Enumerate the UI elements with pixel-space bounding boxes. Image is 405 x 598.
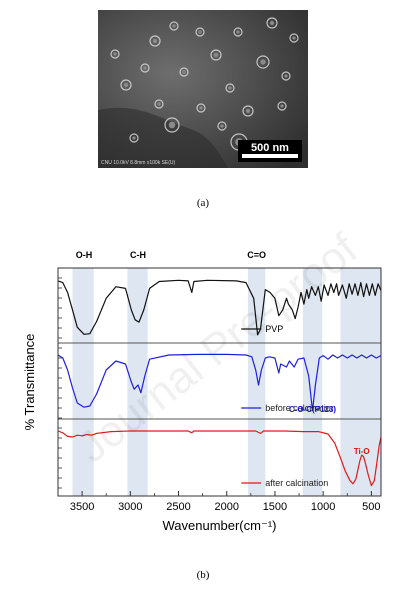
sem-particle bbox=[195, 27, 205, 37]
sem-particle-core bbox=[113, 52, 117, 56]
band-unlabeled-4 bbox=[340, 268, 381, 496]
sem-particle bbox=[266, 17, 278, 29]
sem-particle-core bbox=[172, 24, 176, 28]
sem-image bbox=[98, 10, 308, 168]
sem-shadow-region bbox=[98, 107, 228, 168]
sem-particle bbox=[233, 27, 243, 37]
sem-particle bbox=[210, 49, 222, 61]
sem-particle-core bbox=[152, 38, 158, 44]
x-tick-label: 3000 bbox=[118, 501, 142, 513]
sem-particle-core bbox=[228, 86, 232, 90]
series-line-after-calcination bbox=[57, 430, 382, 487]
sem-particle bbox=[179, 67, 189, 77]
sem-particle bbox=[242, 105, 254, 117]
band-label: C=O bbox=[247, 250, 266, 260]
x-tick-label: 2000 bbox=[214, 501, 238, 513]
scale-bar: 500 nm bbox=[238, 140, 302, 162]
sem-particle-core bbox=[123, 82, 129, 88]
sem-particle bbox=[217, 121, 227, 131]
sem-particle-core bbox=[292, 36, 296, 40]
sem-particle bbox=[140, 63, 150, 73]
sem-particle-core bbox=[198, 30, 202, 34]
sem-particle-core bbox=[182, 70, 186, 74]
caption-b: (b) bbox=[196, 569, 210, 581]
sem-particle bbox=[129, 133, 139, 143]
sem-micrograph: CNU 10.0kV 8.8mm x100k SE(U) 500 nm bbox=[98, 10, 308, 168]
x-tick-label: 1000 bbox=[311, 501, 335, 513]
sem-particle bbox=[225, 83, 235, 93]
plot-frame bbox=[57, 267, 382, 497]
sem-particle-core bbox=[260, 59, 266, 65]
scale-bar-line bbox=[242, 154, 298, 158]
sem-particle bbox=[149, 35, 161, 47]
sem-particle-core bbox=[269, 20, 275, 26]
sem-particle-core bbox=[132, 136, 136, 140]
x-tick-label: 3500 bbox=[70, 501, 94, 513]
band-label: O-H bbox=[76, 250, 93, 260]
sem-particle bbox=[110, 49, 120, 59]
series-line-pvp bbox=[57, 279, 382, 336]
sem-particle bbox=[281, 71, 291, 81]
sem-particle-core bbox=[199, 106, 203, 110]
sem-particle-core bbox=[213, 52, 219, 58]
annotation-label: Ti-O bbox=[354, 447, 370, 456]
band-unlabeled-3 bbox=[302, 268, 323, 496]
sem-particle-core bbox=[168, 121, 176, 129]
sem-particle-core bbox=[284, 74, 288, 78]
sem-particle bbox=[277, 101, 287, 111]
y-axis-label: % Transmittance bbox=[22, 334, 37, 431]
sem-particle-core bbox=[220, 124, 224, 128]
annotation-label: C-O-C(P123) bbox=[289, 405, 336, 414]
x-axis-label: Wavenumber(cm⁻¹) bbox=[162, 518, 276, 533]
series-line-before-calcination bbox=[57, 353, 382, 412]
legend-label-after-calcination: after calcination bbox=[265, 478, 328, 488]
sem-meta-text: CNU 10.0kV 8.8mm x100k SE(U) bbox=[101, 160, 176, 166]
sem-particle bbox=[154, 99, 164, 109]
band-label: C-H bbox=[130, 250, 146, 260]
sem-particle-core bbox=[236, 30, 240, 34]
x-tick-label: 500 bbox=[362, 501, 380, 513]
sem-particle bbox=[164, 117, 180, 133]
sem-particle bbox=[289, 33, 299, 43]
sem-particle bbox=[196, 103, 206, 113]
band-ch bbox=[127, 268, 148, 496]
band-co bbox=[247, 268, 266, 496]
sem-particle bbox=[120, 79, 132, 91]
sem-particle-core bbox=[157, 102, 161, 106]
legend-label-before-calcination: before calcination bbox=[265, 403, 336, 413]
sem-particle-core bbox=[143, 66, 147, 70]
band-oh bbox=[72, 268, 94, 496]
legend-label-pvp: PVP bbox=[265, 324, 283, 334]
x-tick-label: 1500 bbox=[263, 501, 287, 513]
x-tick-label: 2500 bbox=[166, 501, 190, 513]
sem-particle-core bbox=[280, 104, 284, 108]
sem-particle bbox=[169, 21, 179, 31]
sem-particle-core bbox=[245, 108, 251, 114]
ftir-chart: O-H C-H C=O PVP before calcination after calc… bbox=[22, 250, 382, 533]
scale-bar-label: 500 nm bbox=[251, 142, 289, 154]
sem-particle bbox=[256, 55, 270, 69]
caption-a: (a) bbox=[196, 197, 210, 209]
